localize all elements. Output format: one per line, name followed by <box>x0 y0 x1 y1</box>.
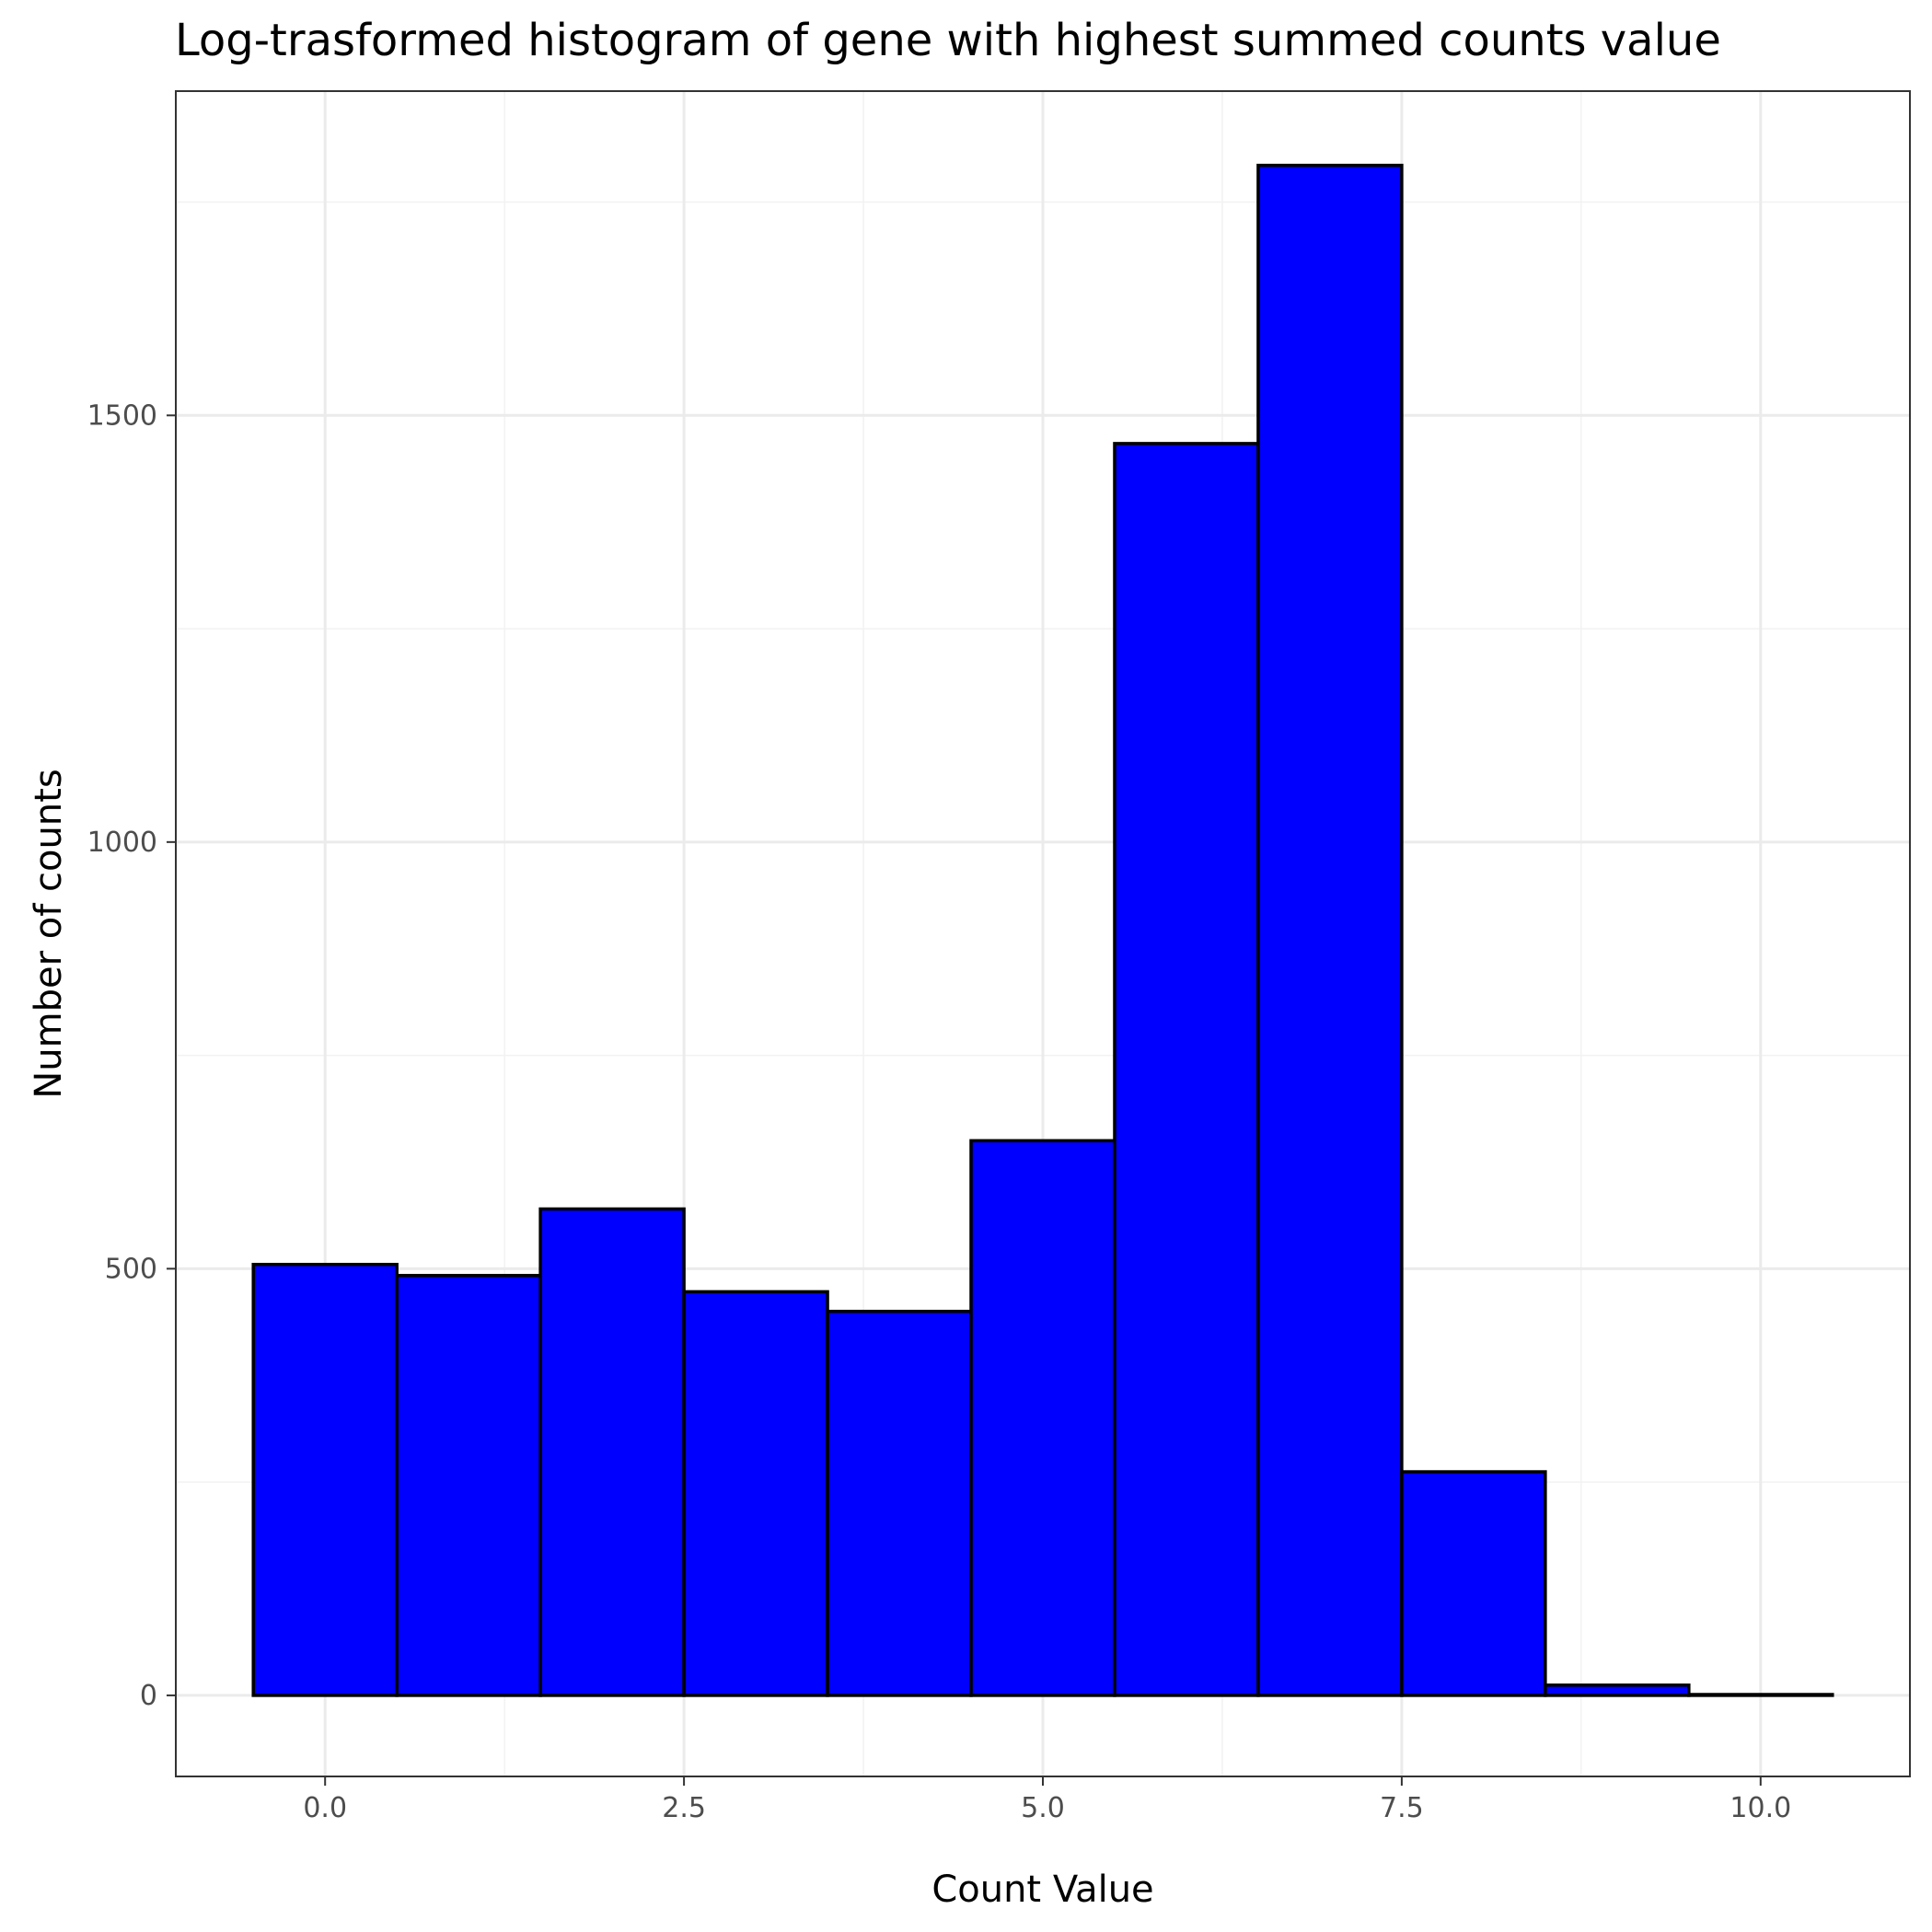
histogram-bar <box>251 1262 399 1697</box>
histogram-bar <box>969 1139 1116 1697</box>
histogram-bar <box>1256 163 1404 1697</box>
histogram-bar <box>1400 1470 1547 1697</box>
histogram-bar <box>395 1274 542 1697</box>
x-tick-label: 5.0 <box>1021 1792 1065 1824</box>
histogram-bar <box>826 1309 973 1697</box>
x-tick-label: 2.5 <box>662 1792 706 1824</box>
chart-title: Log-trasformed histogram of gene with hi… <box>175 15 1721 66</box>
histogram-bar <box>682 1290 829 1697</box>
x-tick-label: 0.0 <box>303 1792 347 1824</box>
y-axis-ticks: 0 500 1000 1500 <box>87 399 176 1712</box>
y-tick-label: 1000 <box>87 827 157 859</box>
x-axis-title: Count Value <box>931 1868 1153 1911</box>
y-tick-label: 500 <box>105 1253 157 1285</box>
x-tick-label: 10.0 <box>1730 1792 1791 1824</box>
x-axis-ticks: 0.0 2.5 5.0 7.5 10.0 <box>303 1776 1791 1824</box>
histogram-bars <box>251 163 1834 1697</box>
x-tick-label: 7.5 <box>1380 1792 1424 1824</box>
y-tick-label: 1500 <box>87 399 157 432</box>
histogram-bar <box>1544 1683 1691 1697</box>
histogram-bar <box>538 1207 686 1697</box>
y-axis-title: Number of counts <box>28 769 70 1098</box>
histogram-bar <box>1113 442 1260 1697</box>
y-tick-label: 0 <box>140 1680 157 1712</box>
